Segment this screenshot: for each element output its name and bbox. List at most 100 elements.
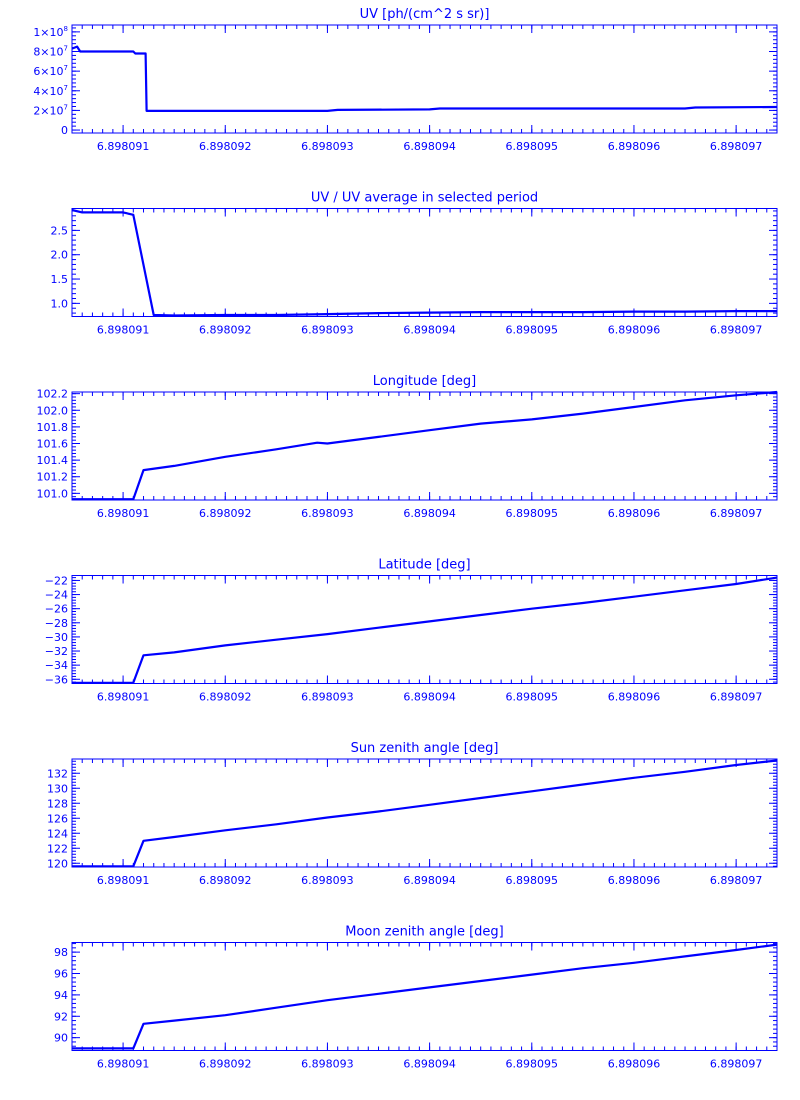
x-tick-label: 6.898097 [710,691,763,704]
x-tick-label: 6.898096 [608,1058,661,1071]
y-tick-label: 132 [47,767,68,780]
y-tick-label: 101.8 [37,421,69,434]
y-tick-label: 1×108 [33,25,68,39]
x-tick-label: 6.898093 [301,874,354,887]
series-line [72,576,778,684]
y-tick-label: −32 [45,645,68,658]
y-tick-label: 102.0 [37,404,69,417]
x-tick-label: 6.898091 [97,691,150,704]
y-tick-label: 2.5 [51,224,69,237]
x-tick-label: 6.898096 [608,874,661,887]
x-tick-label: 6.898092 [199,140,252,153]
x-tick-label: 6.898094 [403,324,456,337]
panel-title: Latitude [deg] [378,558,470,573]
y-tick-label: 0 [61,124,68,137]
x-tick-label: 6.898095 [506,507,559,520]
x-tick-label: 6.898094 [403,140,456,153]
series-line [72,943,778,1050]
y-tick-label: 98 [54,946,68,959]
x-tick-label: 6.898091 [97,874,150,887]
y-tick-label: −26 [45,603,68,616]
x-tick-label: 6.898093 [301,324,354,337]
plot-frame [71,24,778,134]
x-tick-label: 6.898096 [608,507,661,520]
y-tick-label: −36 [45,673,68,686]
y-tick-label: 101.6 [37,438,69,451]
y-tick-label: 102.2 [37,388,69,401]
y-tick-label: 120 [47,857,68,870]
x-tick-label: 6.898092 [199,1058,252,1071]
x-tick-label: 6.898093 [301,140,354,153]
series-line [72,759,778,868]
x-tick-label: 6.898095 [506,874,559,887]
x-tick-label: 6.898091 [97,507,150,520]
series-line [71,208,777,317]
y-tick-label: 124 [47,827,68,840]
chart-panel-2: UV / UV average in selected period 6.8980… [51,191,778,337]
y-tick-label: 101.4 [37,454,69,467]
y-tick-label: 94 [54,989,68,1002]
plot-frame [71,758,778,868]
y-tick-label: 92 [54,1010,68,1023]
y-tick-label: 122 [47,842,68,855]
x-tick-label: 6.898097 [710,874,763,887]
y-tick-label: −24 [45,589,68,602]
x-tick-label: 6.898092 [199,507,252,520]
x-tick-label: 6.898092 [199,324,252,337]
x-tick-label: 6.898096 [608,140,661,153]
y-tick-label: −34 [45,659,68,672]
chart-panel-3: Longitude [deg] 6.898091 6.898092 6.898093 6… [37,374,778,520]
y-tick-label: 8×107 [33,45,68,59]
x-tick-label: 6.898091 [97,140,150,153]
chart-panel-6: Moon zenith angle [deg] 6.898091 6.898092 6… [54,925,778,1071]
y-tick-label: 101.0 [37,487,69,500]
panel-title: Sun zenith angle [deg] [351,741,499,756]
panel-title: Longitude [deg] [373,374,476,389]
y-tick-label: 4×107 [33,84,68,98]
x-tick-label: 6.898093 [301,1058,354,1071]
chart-panel-1: UV [ph/(cm^2 s sr)] 6.898091 6.898092 6.898… [33,7,778,153]
plot-frame [71,391,778,501]
y-tick-label: 1.5 [51,273,69,286]
x-tick-label: 6.898097 [710,140,763,153]
y-tick-label: 101.2 [37,471,69,484]
series-line [71,45,778,113]
y-tick-label: 128 [47,797,68,810]
panel-title: UV [ph/(cm^2 s sr)] [360,7,490,22]
y-tick-label: 1.0 [51,297,69,310]
x-tick-label: 6.898094 [403,874,456,887]
y-tick-label: 2×107 [33,103,68,117]
x-tick-label: 6.898094 [403,1058,456,1071]
y-tick-label: 130 [47,782,68,795]
x-tick-label: 6.898091 [97,1058,150,1071]
y-tick-label: −28 [45,617,68,630]
chart-panel-5: Sun zenith angle [deg] 6.898091 6.898092 6.… [47,741,778,887]
plot-frame [71,208,778,317]
y-tick-label: 96 [54,968,68,981]
x-tick-label: 6.898097 [710,507,763,520]
plot-frame [71,942,778,1051]
x-tick-label: 6.898096 [608,691,661,704]
x-tick-label: 6.898097 [710,324,763,337]
x-tick-label: 6.898095 [506,140,559,153]
chart-panel-4: Latitude [deg] 6.898091 6.898092 6.898093 6.… [45,558,778,704]
x-tick-label: 6.898095 [506,1058,559,1071]
x-tick-label: 6.898094 [403,507,456,520]
y-tick-label: 90 [54,1032,68,1045]
y-tick-label: −30 [45,631,68,644]
y-tick-label: 6×107 [33,64,68,78]
x-tick-label: 6.898092 [199,691,252,704]
x-tick-label: 6.898091 [97,324,150,337]
y-tick-label: −22 [45,574,68,587]
y-tick-label: 126 [47,812,68,825]
series-line [72,390,778,501]
x-tick-label: 6.898095 [506,324,559,337]
x-tick-label: 6.898095 [506,691,559,704]
x-tick-label: 6.898094 [403,691,456,704]
panel-title: UV / UV average in selected period [311,191,538,206]
panel-title: Moon zenith angle [deg] [345,925,503,940]
x-tick-label: 6.898093 [301,507,354,520]
x-tick-label: 6.898092 [199,874,252,887]
y-tick-label: 2.0 [51,249,69,262]
